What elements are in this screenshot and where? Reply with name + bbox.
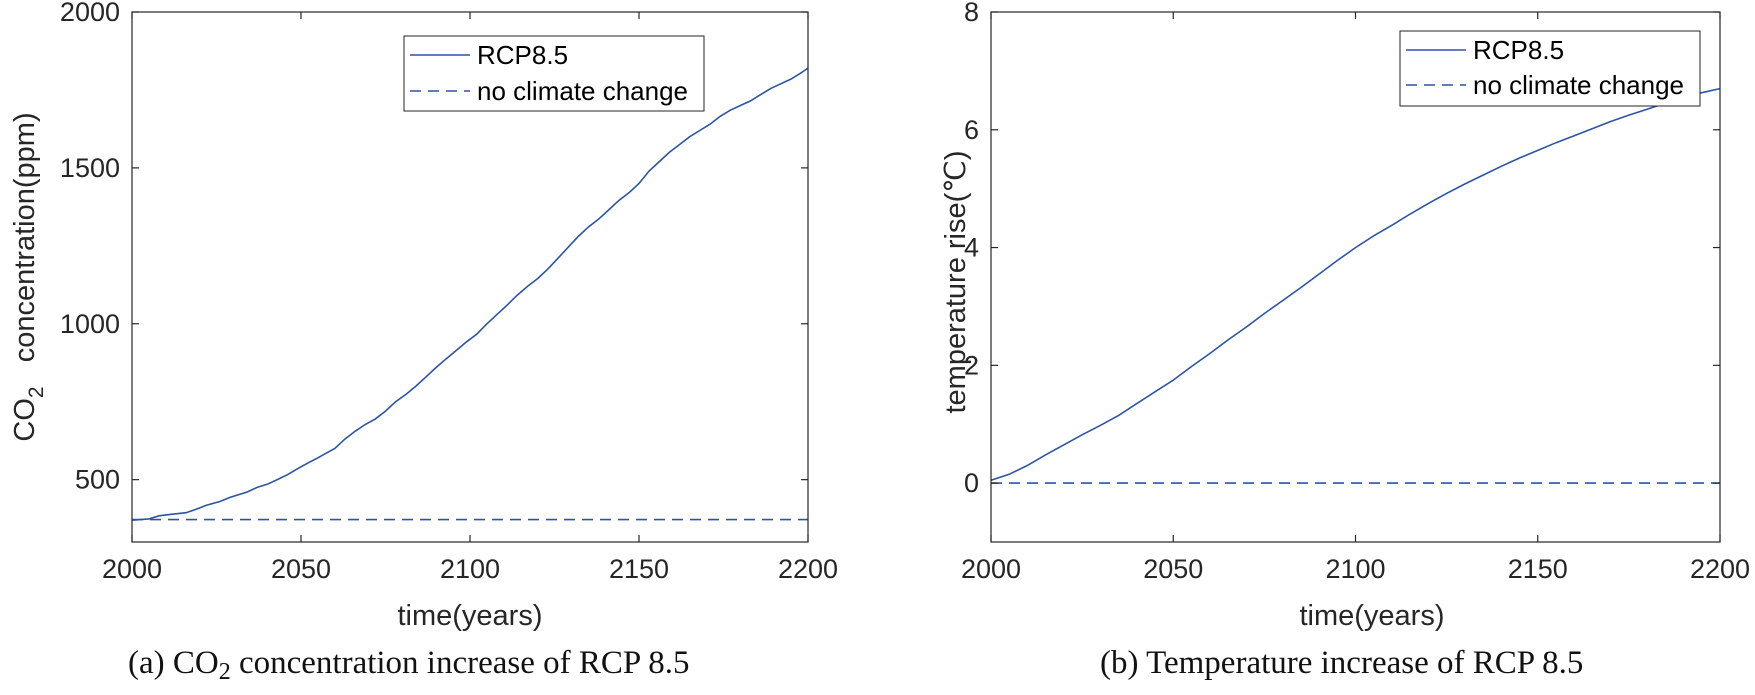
x-tick-label-a: 2050	[271, 554, 331, 584]
x-tick-label-b: 2200	[1690, 554, 1750, 584]
legend-label-rcp85-a: RCP8.5	[477, 40, 568, 70]
y-tick-label-a: 500	[75, 465, 120, 495]
ticks-b: 2000 2050 2100 2150 2200 0 2 4 6 8	[961, 0, 1750, 584]
y-tick-label-b: 6	[964, 115, 979, 145]
x-tick-label-a: 2000	[102, 554, 162, 584]
axes-frame-a	[131, 11, 809, 543]
legend-label-no-change-a: no climate change	[477, 76, 688, 106]
axes-frame-b	[990, 11, 1721, 543]
x-tick-label-b: 2100	[1325, 554, 1385, 584]
y-tick-label-a: 1000	[60, 309, 120, 339]
x-tick-label-a: 2200	[778, 554, 838, 584]
panel-a-co2-chart: 2000 2050 2100 2150 2200 500 1000 1500 2000 time…	[9, 0, 838, 632]
y-tick-label-a: 1500	[60, 153, 120, 183]
series-line-rcp85-b	[990, 87, 1721, 481]
x-tick-label-b: 2000	[961, 554, 1021, 584]
legend-box-a	[403, 35, 705, 112]
legend-label-no-change-b: no climate change	[1473, 70, 1684, 100]
ticks-a: 2000 2050 2100 2150 2200 500 1000 1500 2000	[60, 0, 838, 584]
panel-b-temperature-chart: 2000 2050 2100 2150 2200 0 2 4 6 8 time(years) te…	[940, 0, 1750, 632]
legend-label-rcp85-b: RCP8.5	[1473, 35, 1564, 65]
plot-area-a	[131, 67, 809, 521]
y-axis-label-b: temperature rise(℃)	[940, 150, 972, 413]
caption-b: (b) Temperature increase of RCP 8.5	[1100, 645, 1584, 681]
y-tick-label-a: 2000	[60, 0, 120, 27]
x-axis-label-a: time(years)	[397, 600, 542, 632]
legend-box-b	[1399, 30, 1701, 107]
series-line-rcp85-a	[131, 67, 809, 521]
y-axis-label-a: CO2 concentration(ppm)	[9, 112, 48, 441]
plot-area-b	[990, 87, 1721, 484]
legend-a: RCP8.5 no climate change	[403, 35, 705, 112]
x-tick-label-a: 2100	[440, 554, 500, 584]
x-tick-label-a: 2150	[609, 554, 669, 584]
y-tick-label-b: 2	[964, 350, 979, 380]
legend-b: RCP8.5 no climate change	[1399, 30, 1701, 107]
y-tick-label-b: 4	[964, 233, 979, 263]
x-axis-label-b: time(years)	[1299, 600, 1444, 632]
x-tick-label-b: 2050	[1143, 554, 1203, 584]
y-tick-label-b: 8	[964, 0, 979, 27]
y-tick-label-b: 0	[964, 468, 979, 498]
x-tick-label-b: 2150	[1508, 554, 1568, 584]
caption-a: (a) CO2 concentration increase of RCP 8.…	[128, 645, 690, 685]
